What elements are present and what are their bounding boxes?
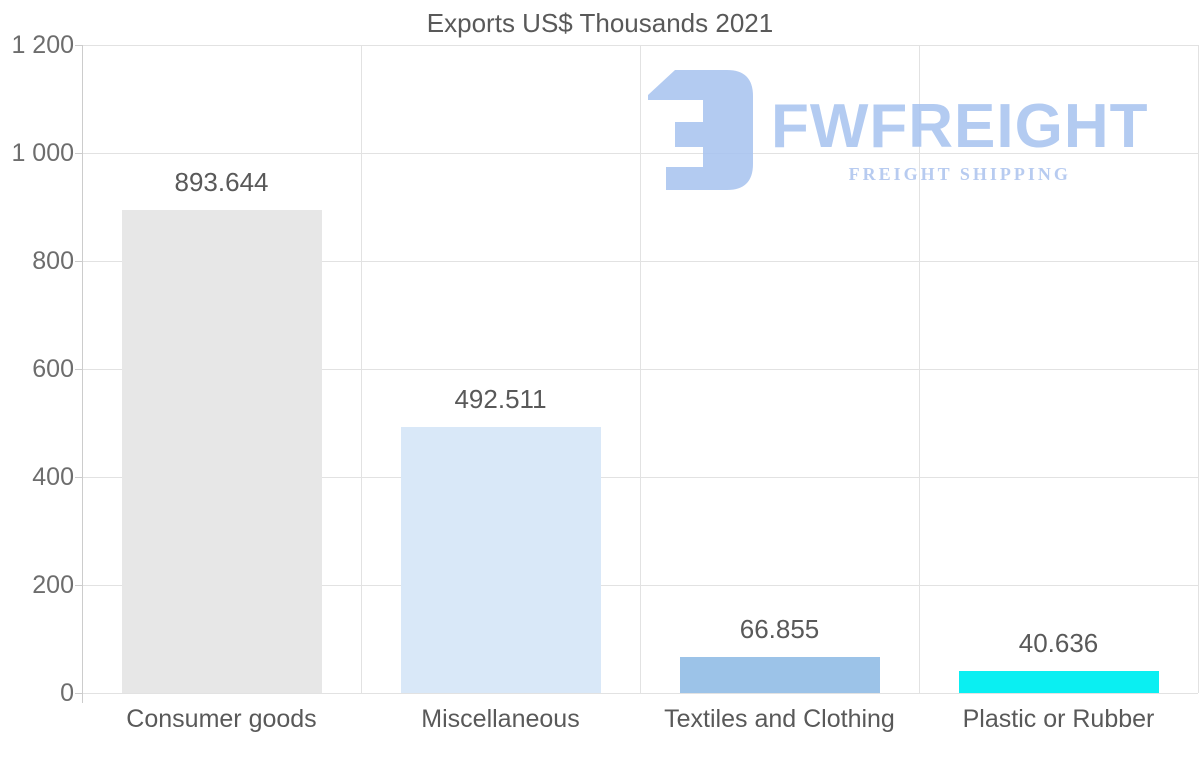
x-axis-label-2: Textiles and Clothing [664,705,895,733]
y-axis-line [82,45,83,703]
x-axis-label-1: Miscellaneous [421,705,580,733]
y-axis-tick [75,693,82,694]
value-label-2: 66.855 [739,614,820,644]
y-axis-tick [75,477,82,478]
y-axis-label-600: 600 [32,355,74,383]
y-axis-label-1200: 1 200 [11,31,74,59]
plot-area [82,45,1199,694]
x-axis-label-3: Plastic or Rubber [962,705,1155,733]
y-axis-label-0: 0 [60,679,74,707]
y-axis-tick [75,585,82,586]
y-axis-tick [75,369,82,370]
gridline-x-2 [640,45,641,693]
y-axis-tick [75,261,82,262]
y-axis-label-1000: 1 000 [11,139,74,167]
value-label-3: 40.636 [1018,628,1099,658]
value-label-1: 492.511 [454,384,547,414]
x-axis-label-0: Consumer goods [126,705,317,733]
y-axis-tick [75,153,82,154]
gridline-y-0 [82,693,1198,694]
bar-consumer-goods[interactable] [122,210,322,693]
gridline-x-3 [919,45,920,693]
value-label-0: 893.644 [174,167,269,197]
y-axis-tick [75,45,82,46]
bar-textiles-and-clothing[interactable] [680,657,880,693]
plot-right-border [1198,45,1199,693]
y-axis-label-400: 400 [32,463,74,491]
y-axis-label-800: 800 [32,247,74,275]
bar-plastic-or-rubber[interactable] [959,671,1159,693]
bar-miscellaneous[interactable] [401,427,601,693]
y-axis-label-200: 200 [32,571,74,599]
gridline-x-1 [361,45,362,693]
chart-title: Exports US$ Thousands 2021 [426,8,774,38]
